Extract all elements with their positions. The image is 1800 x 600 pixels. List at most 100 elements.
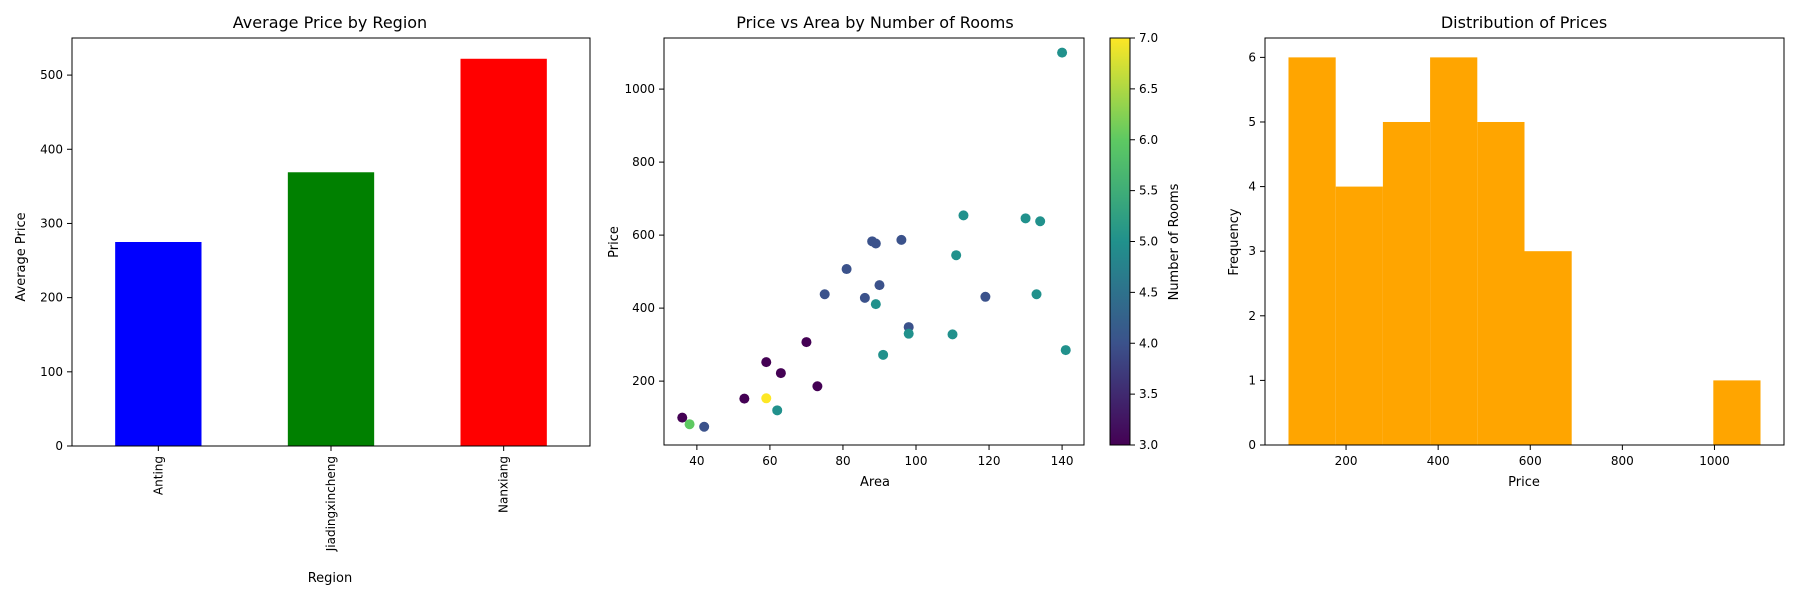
- scatter-point: [775, 368, 786, 379]
- axis-ticks: 200 400 600 800 1000 0 1 2 3 4 5 6: [1248, 50, 1729, 468]
- y-tick-label: 6: [1248, 50, 1256, 64]
- scatter-points: [677, 47, 1071, 432]
- y-tick-label: 200: [40, 291, 63, 305]
- y-tick-label: 400: [40, 142, 63, 156]
- y-axis-label: Frequency: [1227, 208, 1242, 275]
- x-tick-label: 200: [1335, 454, 1358, 468]
- histogram-bin: [1288, 57, 1336, 445]
- colorbar-tick-label: 7.0: [1139, 31, 1158, 45]
- y-axis-label: Average Price: [14, 212, 29, 301]
- x-tick-label: Jiadingxincheng: [324, 456, 338, 552]
- y-tick-label: 2: [1248, 309, 1256, 323]
- y-tick-label: 0: [55, 439, 63, 453]
- colorbar-label: Number of Rooms: [1167, 183, 1182, 300]
- scatter-point: [1035, 216, 1046, 227]
- bar: [115, 242, 202, 446]
- y-tick-label: 400: [632, 301, 655, 315]
- y-tick-label: 100: [40, 365, 63, 379]
- histogram-bin: [1335, 186, 1383, 446]
- scatter-point: [1060, 345, 1071, 356]
- y-tick-label: 0: [1248, 438, 1256, 452]
- scatter-point: [951, 250, 962, 261]
- bar-series: [115, 58, 547, 447]
- y-axis-label: Price: [607, 226, 622, 258]
- colorbar-tick-label: 4.5: [1139, 285, 1158, 299]
- scatter-point: [958, 210, 969, 221]
- histogram-bin: [1713, 380, 1761, 445]
- colorbar-ticks: 3.0 3.5 4.0 4.5 5.0 5.5 6.0 6.5 7.0: [1130, 31, 1158, 452]
- x-axis-label: Region: [308, 571, 353, 586]
- scatter-point: [801, 337, 812, 348]
- x-tick-label: Nanxiang: [497, 456, 511, 513]
- y-tick-label: 1000: [624, 82, 655, 96]
- scatter-point: [761, 357, 772, 368]
- scatter-point: [878, 349, 889, 360]
- y-tick-label: 600: [632, 228, 655, 242]
- histogram-bin: [1430, 57, 1478, 445]
- bar: [287, 172, 375, 446]
- histogram-bin: [1524, 251, 1572, 445]
- x-tick-label: 600: [1519, 454, 1542, 468]
- scatter-point: [772, 405, 783, 416]
- bar-chart-average-price: Average Price by Region Region Average P…: [14, 13, 591, 586]
- x-tick-label: 800: [1611, 454, 1634, 468]
- x-tick-label: Anting: [151, 456, 165, 495]
- colorbar-tick-label: 6.5: [1139, 82, 1158, 96]
- y-tick-label: 200: [632, 374, 655, 388]
- histogram-bins: [1288, 57, 1761, 446]
- scatter-point: [859, 292, 870, 303]
- colorbar-gradient: [1109, 37, 1131, 446]
- x-tick-label: 40: [689, 454, 704, 468]
- plot-frame: [1264, 37, 1785, 446]
- y-tick-label: 300: [40, 216, 63, 230]
- chart-title: Distribution of Prices: [1441, 13, 1607, 32]
- x-tick-label: 140: [1051, 454, 1074, 468]
- x-tick-label: 400: [1427, 454, 1450, 468]
- x-axis-label: Price: [1508, 475, 1540, 490]
- x-tick-label: 1000: [1699, 454, 1730, 468]
- scatter-price-vs-area: Price vs Area by Number of Rooms Area Pr…: [607, 13, 1182, 490]
- scatter-point: [761, 393, 772, 404]
- scatter-point: [841, 264, 852, 275]
- scatter-point: [903, 328, 914, 339]
- colorbar-tick-label: 3.0: [1139, 438, 1158, 452]
- colorbar-tick-label: 4.0: [1139, 336, 1158, 350]
- colorbar-tick-label: 5.0: [1139, 235, 1158, 249]
- chart-title: Average Price by Region: [233, 13, 427, 32]
- x-tick-label: 60: [762, 454, 777, 468]
- scatter-point: [739, 393, 750, 404]
- scatter-point: [812, 381, 823, 392]
- plot-frame: [663, 37, 1085, 446]
- scatter-point: [819, 289, 830, 300]
- y-tick-label: 800: [632, 155, 655, 169]
- histogram-bin: [1382, 121, 1431, 445]
- x-tick-label: 80: [835, 454, 850, 468]
- scatter-point: [870, 299, 881, 310]
- y-tick-label: 5: [1248, 115, 1256, 129]
- x-tick-label: 100: [905, 454, 928, 468]
- scatter-point: [1057, 47, 1068, 58]
- histogram-bin: [1477, 121, 1525, 445]
- colorbar-tick-label: 5.5: [1139, 184, 1158, 198]
- bar: [460, 58, 547, 447]
- colorbar-tick-label: 6.0: [1139, 133, 1158, 147]
- colorbar: 3.0 3.5 4.0 4.5 5.0 5.5 6.0 6.5 7.0 Number of Ro…: [1109, 31, 1182, 452]
- y-tick-label: 3: [1248, 244, 1256, 258]
- scatter-point: [677, 412, 688, 423]
- axis-ticks: 40 60 80 100 120 140 200 400 600 800 1000: [624, 82, 1073, 468]
- scatter-point: [874, 280, 885, 291]
- plot-frame: [71, 37, 591, 447]
- y-tick-label: 4: [1248, 180, 1256, 194]
- axis-ticks: Anting Jiadingxincheng Nanxiang 0 100 200 300 4…: [40, 68, 511, 552]
- chart-title: Price vs Area by Number of Rooms: [736, 13, 1013, 32]
- y-tick-label: 500: [40, 68, 63, 82]
- x-axis-label: Area: [860, 475, 890, 490]
- histogram-prices: Distribution of Prices Price Frequency 2…: [1227, 13, 1785, 490]
- scatter-point: [699, 421, 710, 432]
- scatter-point: [870, 238, 881, 249]
- scatter-point: [684, 419, 695, 430]
- scatter-point: [1031, 289, 1042, 300]
- x-tick-label: 120: [978, 454, 1001, 468]
- scatter-point: [1020, 213, 1031, 224]
